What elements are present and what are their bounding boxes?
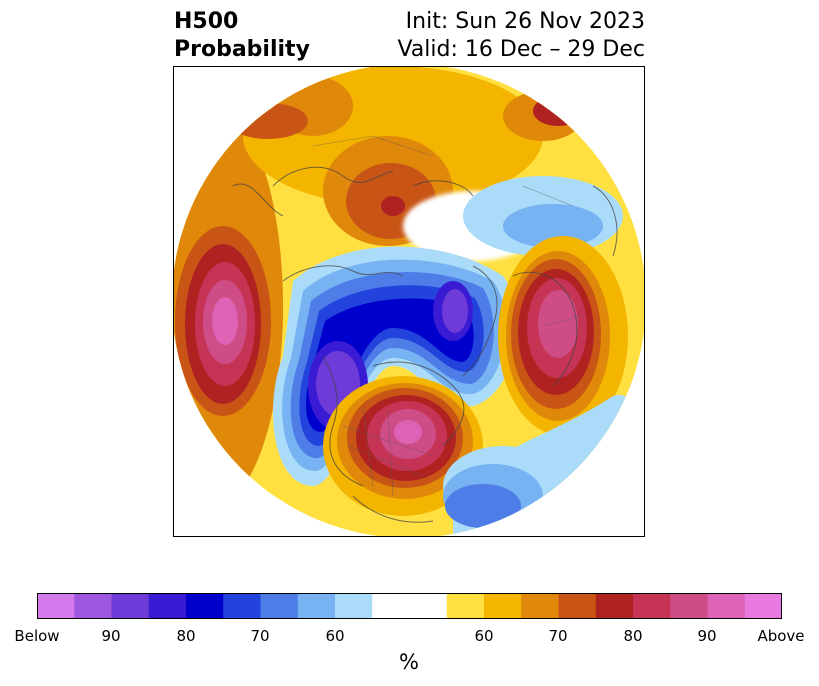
- title-right: Init: Sun 26 Nov 2023 Valid: 16 Dec – 29…: [397, 8, 645, 64]
- colorbar-tick-70-below: 70: [250, 627, 270, 645]
- map-border: [173, 66, 645, 537]
- colorbar-segment: [260, 593, 299, 619]
- colorbar-tick-below: Below: [14, 627, 60, 645]
- borders: [312, 135, 584, 497]
- colorbar-segment: [446, 593, 485, 619]
- colorbar-outline: [37, 593, 782, 619]
- colorbar-segment: [521, 593, 559, 619]
- colorbar-segment: [670, 593, 708, 619]
- north-atlantic-upper-below: [463, 176, 623, 256]
- title-variable: H500: [174, 9, 239, 34]
- valid-period: Valid: 16 Dec – 29 Dec: [397, 37, 645, 62]
- colorbar-segment: [633, 593, 671, 619]
- colorbar-segment: [297, 593, 336, 619]
- north-pacific-above: [173, 201, 283, 431]
- colorbar-segment: [558, 593, 597, 619]
- colorbar-tick-60-above: 60: [474, 627, 494, 645]
- colorbar-segment: [744, 593, 782, 619]
- colorbar-unit: %: [399, 650, 419, 674]
- colorbar-tick-90-above: 90: [697, 627, 717, 645]
- colorbar-segment: [409, 593, 448, 619]
- colorbar-segment: [372, 593, 410, 619]
- colorbar-segment: [148, 593, 187, 619]
- colorbar-tick-80-above: 80: [623, 627, 643, 645]
- colorbar-segment: [74, 593, 112, 619]
- colorbar-segment: [111, 593, 150, 619]
- colorbar-segment: [37, 593, 75, 619]
- colorbar-segment: [707, 593, 746, 619]
- coastlines: [232, 166, 618, 523]
- title-left: H500 Probability: [174, 8, 310, 64]
- colorbar-tick-80-below: 80: [176, 627, 196, 645]
- colorbar-segment: [484, 593, 522, 619]
- colorbar-segment: [223, 593, 261, 619]
- probability-map: [173, 66, 645, 537]
- scandinavia-above: [498, 236, 628, 436]
- colorbar-tick-60-below: 60: [325, 627, 345, 645]
- colorbar-tick-70-above: 70: [548, 627, 568, 645]
- siberia-above: [228, 66, 583, 246]
- colorbar: [37, 593, 782, 619]
- colorbar-segment: [335, 593, 373, 619]
- colorbar-segment: [186, 593, 224, 619]
- init-date: Init: Sun 26 Nov 2023: [405, 9, 645, 34]
- title-type: Probability: [174, 37, 310, 62]
- colorbar-segment: [595, 593, 634, 619]
- colorbar-tick-above: Above: [757, 627, 805, 645]
- colorbar-tick-90-below: 90: [101, 627, 121, 645]
